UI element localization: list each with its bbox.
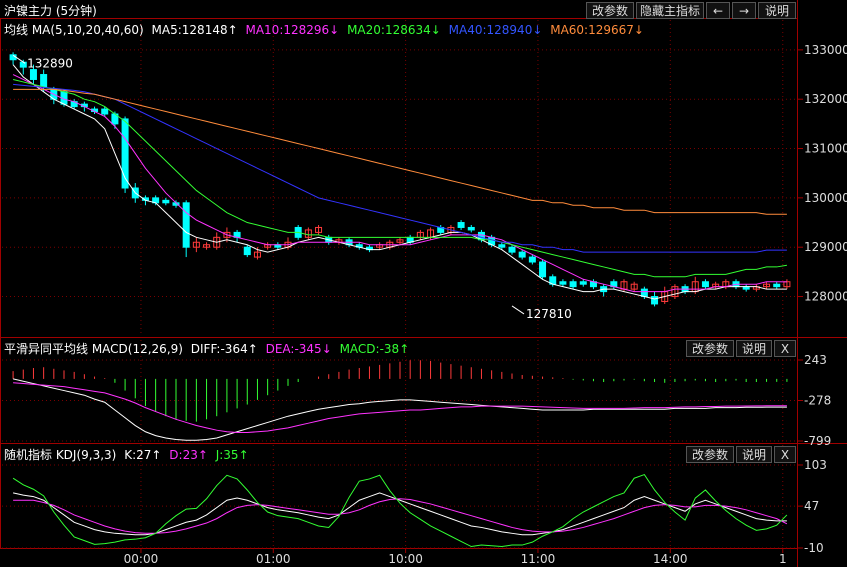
candle-body — [243, 246, 251, 256]
candle-body — [569, 281, 577, 288]
x-tick-label: 01:00 — [256, 552, 291, 566]
dea-line — [13, 382, 787, 434]
y-tick-label: 129000 — [804, 240, 847, 254]
kdj-help-button[interactable]: 说明 — [736, 446, 772, 463]
candle-body — [539, 261, 547, 278]
ma20-line — [12, 78, 787, 278]
ma10-value: MA10:128296↓ — [245, 23, 340, 37]
diff-line — [12, 378, 787, 441]
ma5-value: MA5:128148↑ — [151, 23, 238, 37]
candle-body — [19, 61, 27, 68]
price-annotation: 132890 — [27, 56, 73, 70]
kdj-prefix: 随机指标 KDJ(9,3,3) — [4, 448, 117, 462]
candle-body — [253, 251, 261, 258]
chart-title: 沪镍主力 (5分钟) — [4, 2, 101, 19]
candle-body — [508, 246, 516, 253]
dea-value: DEA:-345↓ — [265, 342, 332, 356]
x-tick-label: 11:00 — [521, 552, 556, 566]
y-tick-label: 47 — [804, 499, 819, 513]
ma10-line — [12, 74, 787, 293]
ma-prefix: 均线 MA(5,10,20,40,60) — [4, 23, 144, 37]
ma20-value: MA20:128634↓ — [347, 23, 441, 37]
macd-prefix: 平滑异同平均线 MACD(12,26,9) — [4, 342, 183, 356]
ma40-line — [13, 83, 787, 253]
candle-body — [40, 74, 48, 88]
macd-help-button[interactable]: 说明 — [736, 340, 772, 357]
candle-body — [315, 226, 323, 233]
main-params-button[interactable]: 改参数 — [586, 2, 634, 19]
y-tick-label: 133000 — [804, 43, 847, 57]
candle-body — [773, 283, 781, 288]
candle-body — [701, 281, 709, 288]
candle-body — [640, 288, 648, 298]
annotation-leader — [12, 54, 26, 64]
candle-body — [223, 231, 231, 238]
candle-body — [203, 244, 211, 248]
macd-params-button[interactable]: 改参数 — [686, 340, 734, 357]
candle-body — [671, 286, 679, 298]
d-value: D:23↑ — [169, 448, 208, 462]
kdj-header: 随机指标 KDJ(9,3,3) K:27↑ D:23↑ J:35↑ — [4, 446, 253, 463]
candle-body — [162, 199, 170, 204]
candle-body — [518, 251, 526, 258]
x-tick-label: 14:00 — [653, 552, 688, 566]
candle-body — [101, 108, 109, 115]
x-tick-label: 10:00 — [388, 552, 423, 566]
candle-body — [182, 202, 190, 248]
macd-value: MACD:-38↑ — [339, 342, 410, 356]
y-tick-label: 132000 — [804, 92, 847, 106]
kdj-k-line — [12, 492, 787, 536]
kdj-d-line — [13, 498, 788, 534]
annotation-leader — [511, 305, 525, 315]
ma-header: 均线 MA(5,10,20,40,60) MA5:128148↑ MA10:12… — [4, 21, 648, 38]
candle-body — [192, 241, 200, 248]
ma40-value: MA40:128940↓ — [448, 23, 543, 37]
x-tick-label: 00:00 — [124, 552, 159, 566]
candle-body — [457, 222, 465, 228]
kdj-params-button[interactable]: 改参数 — [686, 446, 734, 463]
chart-title-text: 沪镍主力 (5分钟) — [4, 4, 97, 18]
y-tick-label: -799 — [804, 434, 831, 448]
ma60-value: MA60:129667↓ — [550, 23, 644, 37]
candle-body — [630, 283, 638, 290]
candle-body — [213, 236, 221, 248]
next-indicator-button[interactable]: → — [732, 2, 756, 19]
main-help-button[interactable]: 说明 — [758, 2, 796, 19]
y-tick-label: -10 — [804, 541, 824, 555]
diff-value: DIFF:-364↑ — [190, 342, 258, 356]
y-tick-label: 130000 — [804, 191, 847, 205]
candle-body — [29, 69, 37, 80]
y-tick-label: 131000 — [804, 142, 847, 156]
candle-body — [498, 244, 506, 248]
x-tick-label: 1 — [779, 552, 787, 566]
chart-frame — [0, 18, 798, 549]
candle-body — [121, 118, 129, 189]
kdj-close-button[interactable]: X — [774, 446, 796, 463]
price-annotation: 127810 — [526, 307, 572, 321]
ma5-line — [12, 64, 787, 300]
candle-body — [528, 256, 536, 263]
k-value: K:27↑ — [124, 448, 162, 462]
y-tick-label: -278 — [804, 394, 831, 408]
ma60-line — [13, 88, 787, 215]
macd-close-button[interactable]: X — [774, 340, 796, 357]
candle-body — [763, 283, 771, 288]
hide-main-indicator-button[interactable]: 隐藏主指标 — [636, 2, 704, 19]
macd-header: 平滑异同平均线 MACD(12,26,9) DIFF:-364↑ DEA:-34… — [4, 340, 413, 357]
candle-body — [396, 239, 404, 243]
y-tick-label: 103 — [804, 458, 827, 472]
y-tick-label: 128000 — [804, 290, 847, 304]
prev-indicator-button[interactable]: ← — [706, 2, 730, 19]
y-tick-label: 243 — [804, 353, 827, 367]
candle-body — [559, 281, 567, 285]
candle-body — [467, 226, 475, 231]
j-value: J:35↑ — [215, 448, 249, 462]
candle-body — [579, 281, 587, 285]
kdj-j-line — [12, 473, 788, 548]
candle-body — [651, 296, 659, 305]
